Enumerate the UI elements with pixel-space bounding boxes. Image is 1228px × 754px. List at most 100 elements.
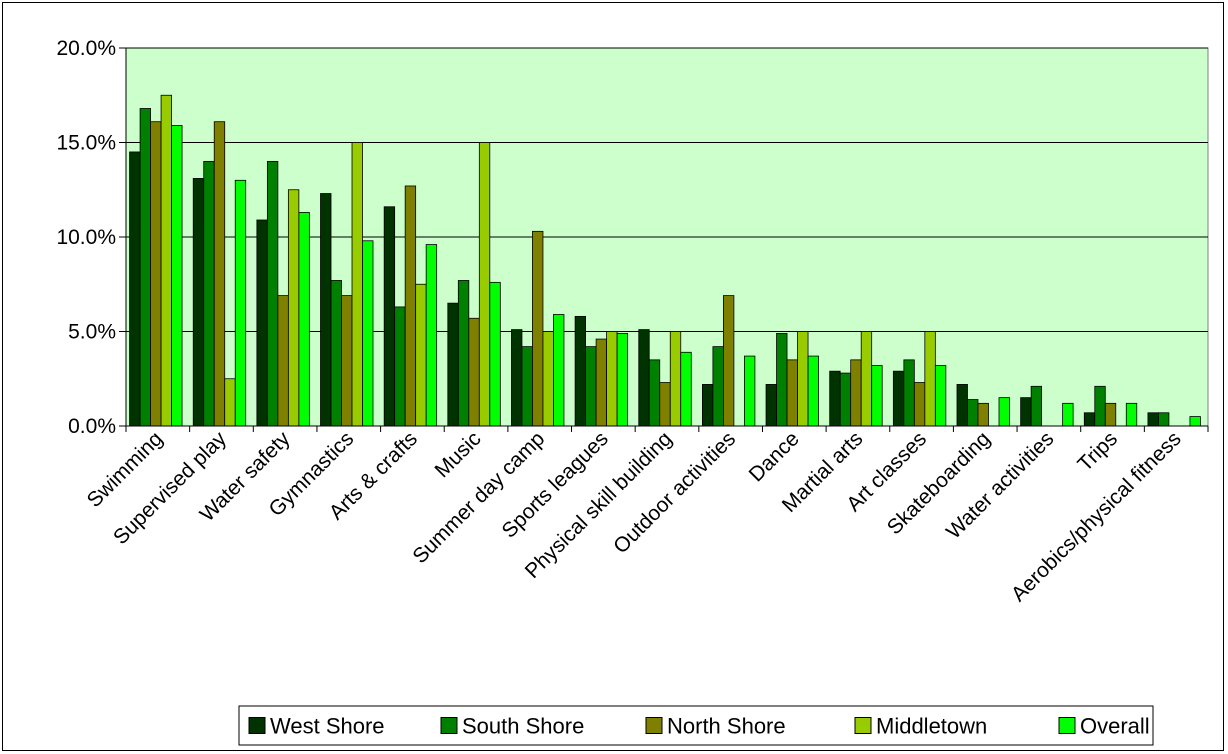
bar: [860, 331, 873, 427]
x-category-label: Water activities: [942, 427, 1058, 543]
axes: [125, 48, 1209, 432]
bar: [150, 121, 162, 427]
bar: [934, 365, 947, 427]
bar: [701, 384, 714, 427]
bar: [511, 329, 523, 427]
bar: [330, 280, 342, 427]
bar: [203, 160, 215, 427]
bar: [913, 382, 926, 427]
legend-swatch: [854, 717, 872, 734]
bar: [224, 378, 236, 427]
bar: [786, 359, 798, 427]
bar: [287, 189, 300, 427]
bar: [659, 382, 671, 427]
bar: [829, 370, 841, 427]
bar: [1189, 416, 1201, 427]
bar: [871, 365, 883, 427]
y-tick-label: 20.0%: [56, 37, 116, 60]
bar: [1125, 402, 1138, 427]
bar: [394, 306, 406, 427]
bar: [1062, 402, 1074, 427]
bar: [234, 179, 247, 427]
y-tick-label: 10.0%: [56, 226, 116, 249]
bar: [998, 397, 1010, 427]
bar: [712, 346, 724, 427]
legend-box: [238, 705, 1154, 746]
bar: [1030, 385, 1043, 427]
legend: West Shore South Shore North Shore Middleto…: [238, 705, 1154, 746]
legend-swatch: [440, 717, 458, 734]
bar: [532, 230, 544, 427]
bar: [606, 331, 618, 427]
bar: [1158, 412, 1170, 427]
bar: [924, 331, 936, 427]
bar: [415, 283, 427, 427]
y-tick-label: 15.0%: [56, 132, 116, 155]
bar: [776, 332, 788, 427]
bars: [129, 94, 1201, 427]
bar: [277, 295, 289, 427]
bar: [171, 125, 183, 427]
bar: [1094, 385, 1106, 427]
bar: [457, 280, 470, 427]
y-tick-label: 5.0%: [68, 321, 116, 344]
bar: [553, 314, 565, 427]
x-category-label: Music: [431, 427, 486, 482]
bar: [797, 331, 809, 427]
bar: [574, 315, 587, 427]
y-tick-label: 0.0%: [68, 415, 116, 438]
bar: [478, 142, 491, 427]
bar: [256, 219, 268, 427]
y-axis-tick-labels: 0.0% 5.0% 10.0% 15.0% 20.0%: [56, 37, 116, 438]
bar: [489, 281, 501, 427]
x-category-label: Outdoor activities: [609, 427, 740, 558]
legend-label: North Shore: [667, 714, 786, 739]
bar: [341, 295, 353, 427]
x-category-label: Dance: [745, 427, 804, 486]
bar: [839, 372, 852, 427]
bar: [892, 370, 905, 427]
bar: [266, 160, 279, 427]
legend-swatch: [1058, 717, 1076, 734]
bar: [521, 346, 533, 427]
bar: [585, 346, 597, 427]
bar: [351, 142, 363, 427]
bar: [967, 399, 979, 427]
bar: [903, 359, 915, 427]
bar: [765, 384, 777, 427]
bar: [1083, 412, 1096, 427]
bar: [404, 185, 417, 427]
bar: [595, 338, 608, 427]
bar: [383, 206, 396, 427]
legend-label: West Shore: [270, 714, 385, 739]
bar: [743, 355, 756, 427]
bar-chart: 0.0% 5.0% 10.0% 15.0% 20.0% SwimmingSupervis…: [56, 37, 1209, 746]
bar: [468, 317, 480, 427]
bar: [850, 359, 862, 427]
x-category-label: Supervised play: [109, 427, 231, 549]
legend-label: Middletown: [876, 714, 987, 739]
bar: [638, 329, 650, 427]
legend-swatch: [645, 717, 663, 734]
bar: [213, 121, 226, 427]
bar: [425, 244, 438, 427]
legend-label: Overall: [1080, 714, 1150, 739]
bar: [1104, 402, 1117, 427]
bar: [977, 402, 989, 427]
bar: [362, 240, 374, 427]
legend-label: South Shore: [462, 714, 584, 739]
bar: [160, 94, 172, 427]
bar: [129, 151, 141, 427]
bar: [616, 332, 629, 427]
bar: [192, 178, 205, 427]
x-category-label: Trips: [1073, 427, 1122, 476]
bar: [722, 295, 735, 427]
bar: [648, 359, 661, 427]
legend-swatch: [248, 717, 266, 734]
bar: [680, 351, 692, 427]
bar: [320, 193, 332, 427]
bar: [669, 331, 682, 427]
bar: [447, 302, 459, 427]
